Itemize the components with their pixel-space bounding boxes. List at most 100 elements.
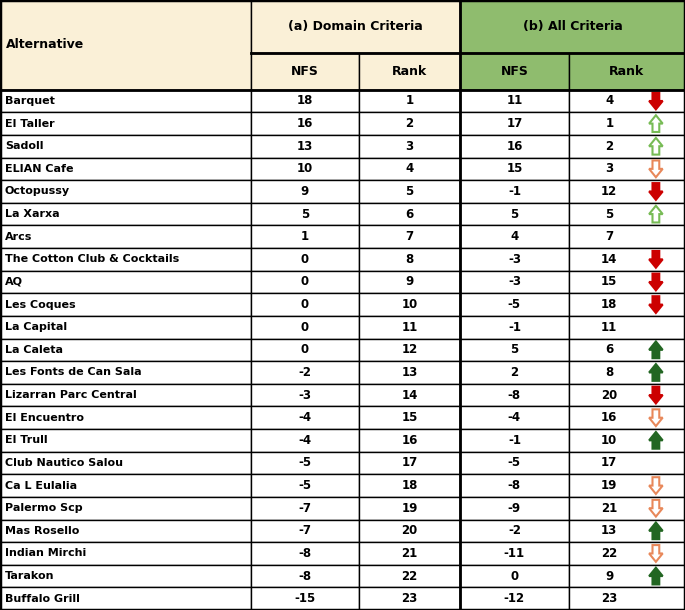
Bar — [569, 542, 685, 565]
Text: Buffalo Grill: Buffalo Grill — [5, 594, 80, 604]
Text: -15: -15 — [294, 592, 316, 605]
Text: 11: 11 — [506, 95, 523, 107]
Text: 13: 13 — [297, 140, 313, 152]
Bar — [460, 135, 569, 157]
Text: -4: -4 — [298, 411, 312, 424]
Polygon shape — [649, 251, 662, 268]
Text: 14: 14 — [401, 389, 418, 401]
Bar — [460, 248, 569, 271]
Bar — [569, 53, 685, 90]
Text: -8: -8 — [298, 570, 312, 583]
Bar — [460, 406, 569, 429]
Bar — [460, 203, 569, 226]
Bar — [251, 112, 359, 135]
Bar — [569, 316, 685, 339]
Bar — [569, 180, 685, 203]
Bar — [251, 226, 359, 248]
Text: Club Nautico Salou: Club Nautico Salou — [5, 458, 123, 468]
Bar — [0, 565, 251, 587]
Bar — [460, 565, 569, 587]
Text: (b) All Criteria: (b) All Criteria — [523, 20, 623, 33]
Text: 7: 7 — [406, 230, 414, 243]
Bar — [460, 429, 569, 451]
Bar — [251, 135, 359, 157]
Bar — [460, 180, 569, 203]
Bar — [0, 429, 251, 451]
Text: -8: -8 — [508, 389, 521, 401]
Bar — [0, 293, 251, 316]
Bar — [460, 520, 569, 542]
Text: 19: 19 — [401, 501, 418, 515]
Bar — [569, 520, 685, 542]
Bar — [460, 339, 569, 361]
Text: -8: -8 — [298, 547, 312, 560]
Text: 0: 0 — [301, 343, 309, 356]
Bar — [569, 90, 685, 112]
Bar — [460, 361, 569, 384]
Text: -4: -4 — [508, 411, 521, 424]
Bar — [460, 53, 569, 90]
Text: 16: 16 — [297, 117, 313, 130]
Text: 15: 15 — [506, 162, 523, 175]
Text: 3: 3 — [406, 140, 414, 152]
Bar — [359, 339, 460, 361]
Bar — [460, 271, 569, 293]
Text: 17: 17 — [401, 456, 418, 470]
Text: 11: 11 — [601, 321, 617, 334]
Bar — [0, 271, 251, 293]
Text: 9: 9 — [605, 570, 614, 583]
Text: -1: -1 — [508, 434, 521, 447]
Bar — [569, 497, 685, 520]
Text: -1: -1 — [508, 321, 521, 334]
Bar — [569, 248, 685, 271]
Bar — [251, 316, 359, 339]
Text: 1: 1 — [606, 117, 613, 130]
Text: 20: 20 — [601, 389, 617, 401]
Text: -4: -4 — [298, 434, 312, 447]
Text: Tarakon: Tarakon — [5, 571, 55, 581]
Text: -9: -9 — [508, 501, 521, 515]
Bar — [359, 406, 460, 429]
Text: 0: 0 — [301, 298, 309, 311]
Text: 4: 4 — [510, 230, 519, 243]
Text: 15: 15 — [401, 411, 418, 424]
Bar — [0, 474, 251, 497]
Bar — [251, 565, 359, 587]
Text: El Trull: El Trull — [5, 436, 48, 445]
Bar — [460, 542, 569, 565]
Text: Mas Rosello: Mas Rosello — [5, 526, 79, 536]
Text: La Capital: La Capital — [5, 322, 67, 332]
Bar — [251, 520, 359, 542]
Text: 8: 8 — [406, 253, 414, 266]
Text: 9: 9 — [301, 185, 309, 198]
Text: 23: 23 — [401, 592, 418, 605]
Text: Les Coques: Les Coques — [5, 300, 75, 310]
Text: 6: 6 — [406, 207, 414, 221]
Text: 7: 7 — [606, 230, 613, 243]
Bar — [359, 474, 460, 497]
Polygon shape — [649, 274, 662, 290]
Text: ELIAN Cafe: ELIAN Cafe — [5, 164, 73, 174]
Bar — [251, 542, 359, 565]
Bar — [460, 497, 569, 520]
Bar — [359, 112, 460, 135]
Bar — [251, 53, 359, 90]
Text: El Encuentro: El Encuentro — [5, 413, 84, 423]
Polygon shape — [649, 93, 662, 109]
Text: 2: 2 — [510, 366, 519, 379]
Bar — [359, 293, 460, 316]
Bar — [569, 406, 685, 429]
Bar — [0, 180, 251, 203]
Bar — [359, 271, 460, 293]
Text: -5: -5 — [508, 298, 521, 311]
Text: Rank: Rank — [609, 65, 645, 78]
Text: 21: 21 — [401, 547, 418, 560]
Text: 2: 2 — [406, 117, 414, 130]
Text: Alternative: Alternative — [6, 38, 84, 51]
Polygon shape — [649, 387, 662, 403]
Bar — [251, 406, 359, 429]
Text: 10: 10 — [601, 434, 617, 447]
Text: -3: -3 — [299, 389, 311, 401]
Bar — [460, 157, 569, 180]
Bar — [359, 361, 460, 384]
